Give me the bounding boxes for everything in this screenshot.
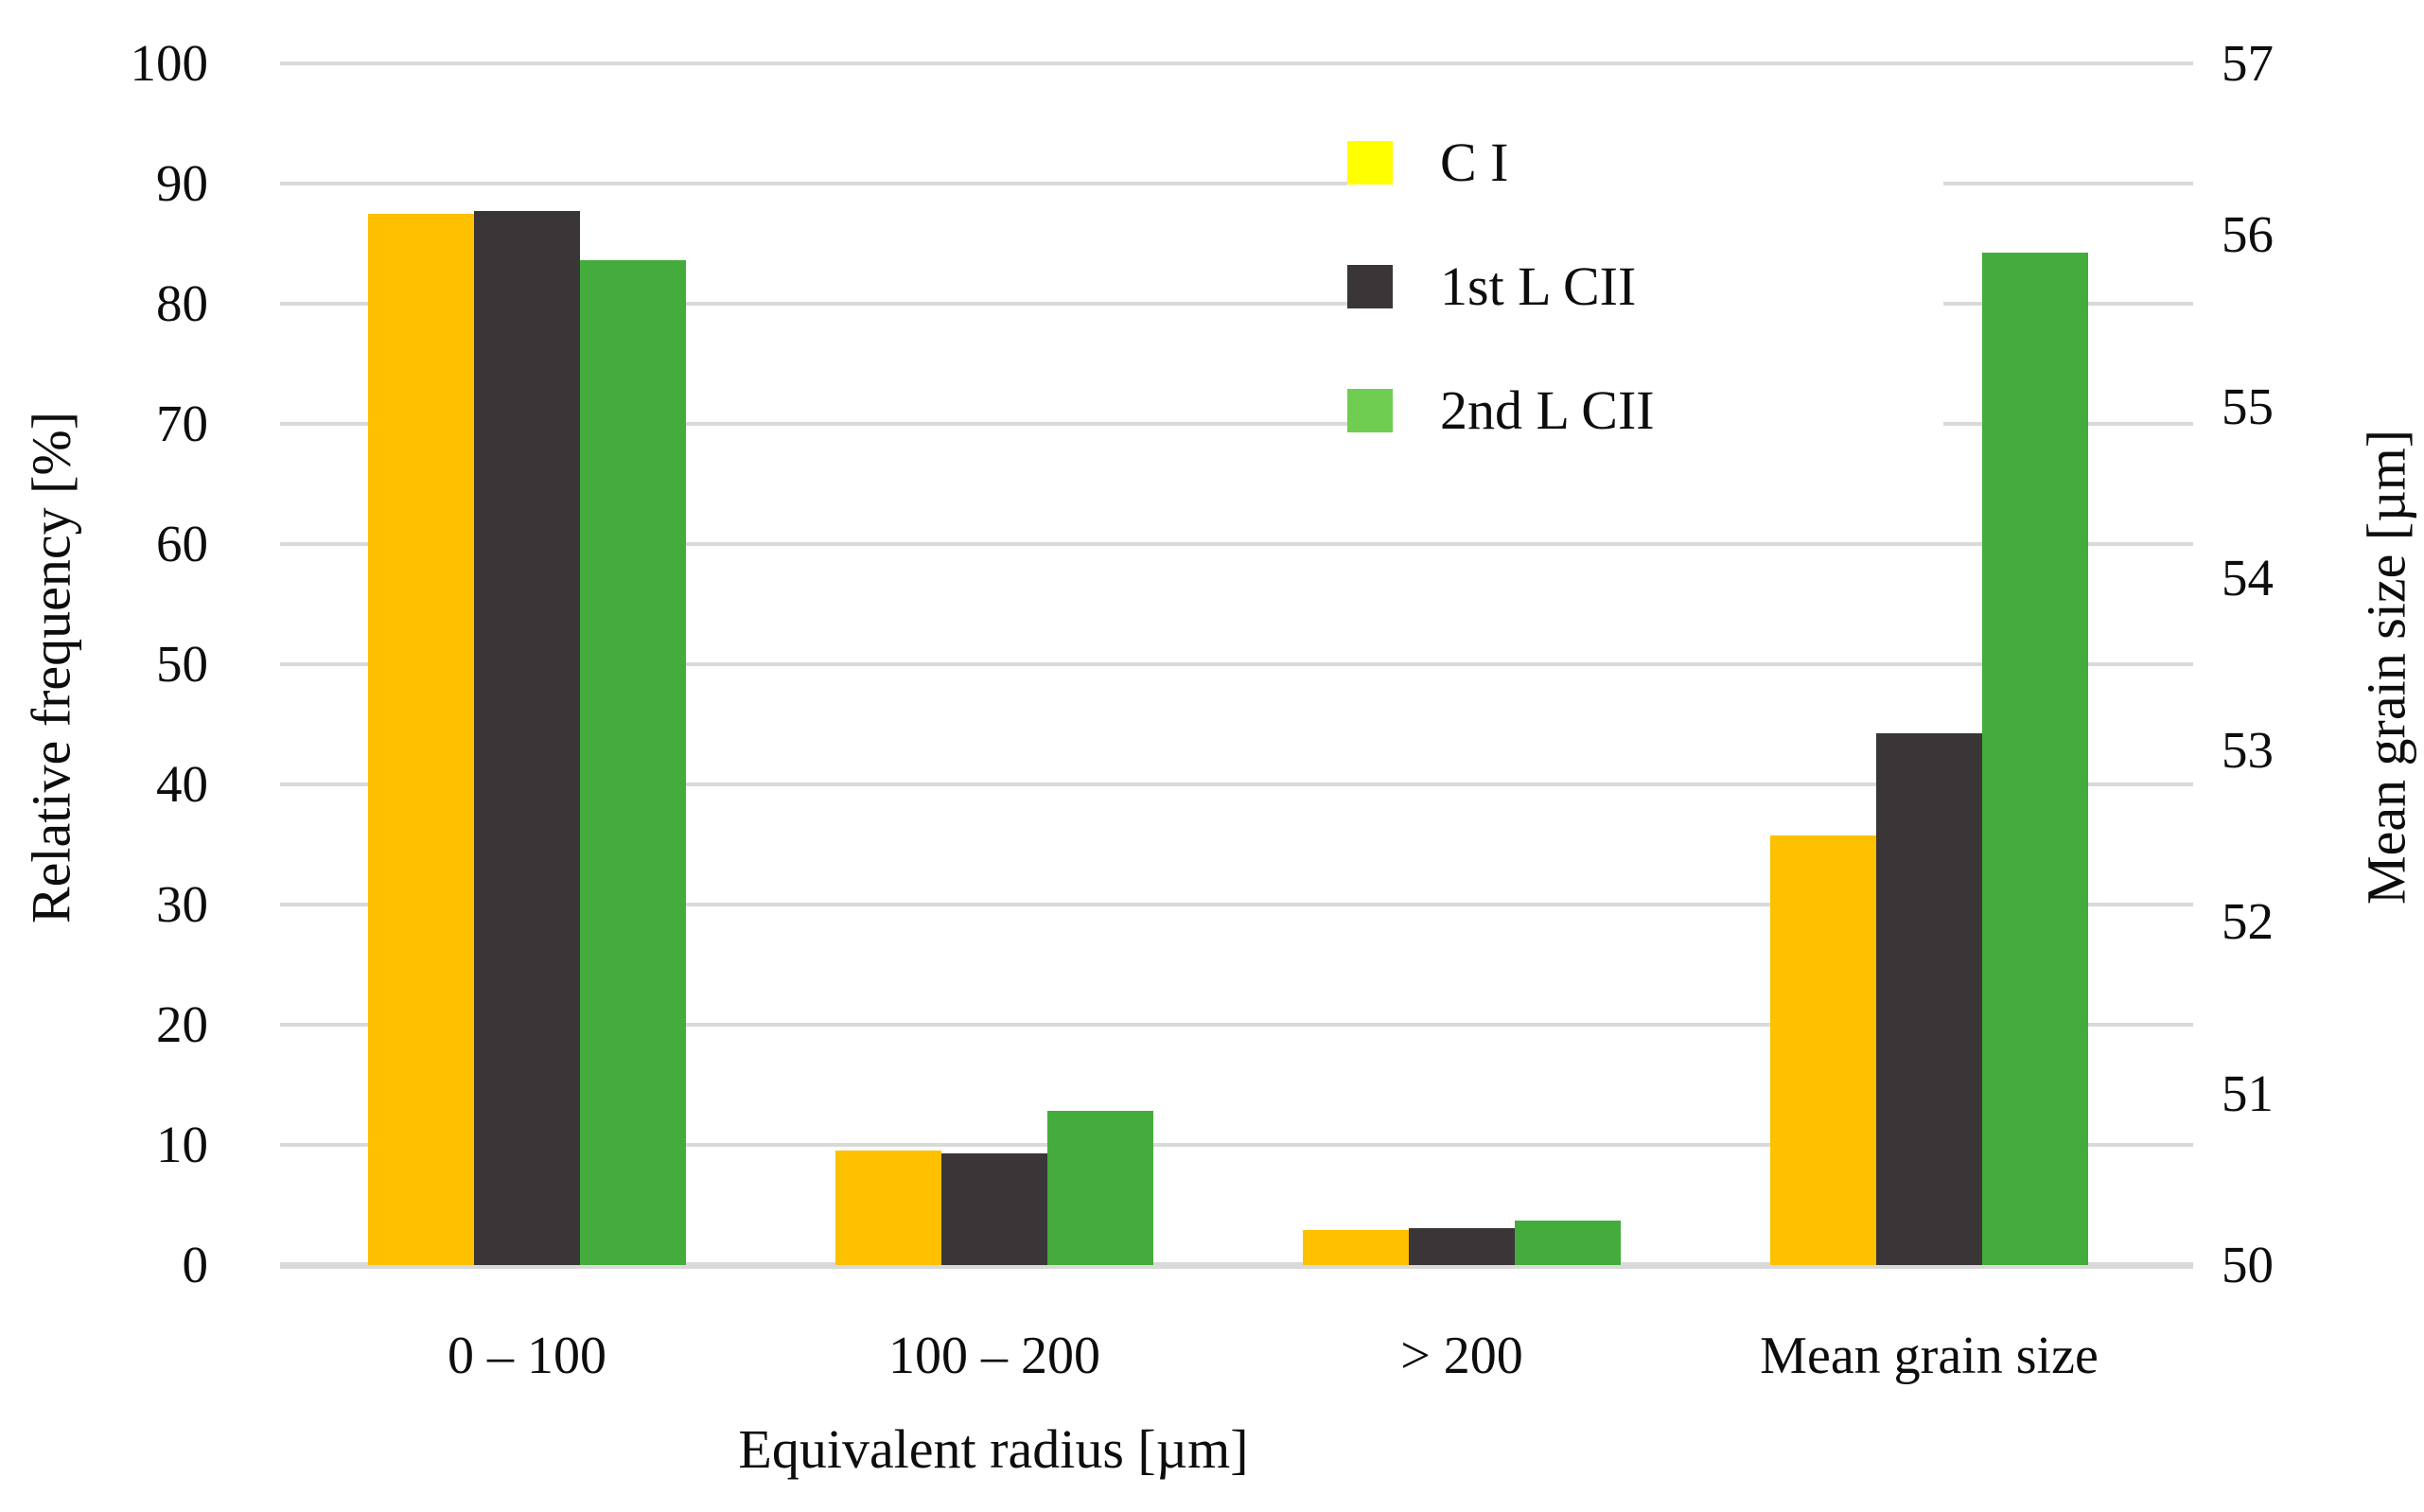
x-axis-title: Equivalent radius [µm]	[738, 1418, 1249, 1480]
gridline-60	[280, 542, 2193, 546]
x-axis-line	[280, 1262, 2193, 1269]
gridline-80	[280, 302, 2193, 306]
left-tick-30: 30	[156, 875, 208, 933]
legend-swatch-icon	[1347, 389, 1393, 432]
legend-item-c-i: C I	[1347, 132, 1509, 193]
right-tick-57: 57	[2222, 34, 2274, 92]
left-tick-20: 20	[156, 995, 208, 1053]
bar-2nd-l-cii-cat3	[1982, 252, 2088, 1265]
legend-item-2nd-l-cii: 2nd L CII	[1347, 379, 1655, 441]
left-tick-80: 80	[156, 274, 208, 332]
x-category-label-1: 100 – 200	[888, 1327, 1100, 1385]
x-category-label-0: 0 – 100	[448, 1327, 606, 1385]
right-tick-53: 53	[2222, 720, 2274, 779]
legend-item-1st-l-cii: 1st L CII	[1347, 255, 1637, 317]
bar-c-i-cat0	[368, 213, 474, 1265]
legend-label: 2nd L CII	[1440, 379, 1655, 441]
x-category-label-3: Mean grain size	[1760, 1327, 2099, 1385]
left-tick-90: 90	[156, 154, 208, 212]
gridline-50	[280, 662, 2193, 666]
bar-c-i-cat1	[835, 1151, 941, 1265]
left-tick-50: 50	[156, 635, 208, 693]
left-tick-40: 40	[156, 755, 208, 813]
right-tick-56: 56	[2222, 205, 2274, 264]
legend-swatch-icon	[1347, 141, 1393, 185]
bar-1st-l-cii-cat0	[474, 211, 580, 1265]
bar-c-i-cat3	[1770, 835, 1876, 1265]
gridline-90	[280, 182, 2193, 185]
legend-label: 1st L CII	[1440, 255, 1637, 317]
gridline-70	[280, 422, 2193, 426]
bar-c-i-cat2	[1303, 1230, 1409, 1265]
right-tick-52: 52	[2222, 892, 2274, 951]
bar-2nd-l-cii-cat0	[580, 260, 686, 1265]
right-axis-title: Mean grain size [µm]	[2355, 429, 2417, 905]
left-tick-70: 70	[156, 395, 208, 452]
bar-1st-l-cii-cat2	[1409, 1227, 1515, 1265]
gridline-20	[280, 1023, 2193, 1027]
gridline-100	[280, 62, 2193, 65]
legend-swatch-icon	[1347, 265, 1393, 308]
x-category-label-2: > 200	[1400, 1327, 1523, 1385]
legend-label: C I	[1440, 132, 1509, 193]
gridline-10	[280, 1143, 2193, 1147]
bar-2nd-l-cii-cat1	[1047, 1111, 1153, 1265]
bar-1st-l-cii-cat1	[941, 1152, 1047, 1265]
right-tick-51: 51	[2222, 1064, 2274, 1122]
left-tick-100: 100	[130, 34, 209, 92]
left-tick-60: 60	[156, 515, 208, 572]
right-tick-55: 55	[2222, 377, 2274, 435]
gridline-40	[280, 782, 2193, 786]
legend: C I 1st L CII 2nd L CII	[1347, 112, 1943, 458]
bar-2nd-l-cii-cat2	[1515, 1221, 1621, 1265]
left-tick-10: 10	[156, 1116, 208, 1173]
gridline-30	[280, 903, 2193, 906]
bar-1st-l-cii-cat3	[1876, 732, 1982, 1265]
left-axis-title: Relative frequency [%]	[20, 411, 82, 923]
right-tick-50: 50	[2222, 1236, 2274, 1293]
right-tick-54: 54	[2222, 549, 2274, 607]
left-tick-0: 0	[182, 1236, 209, 1293]
